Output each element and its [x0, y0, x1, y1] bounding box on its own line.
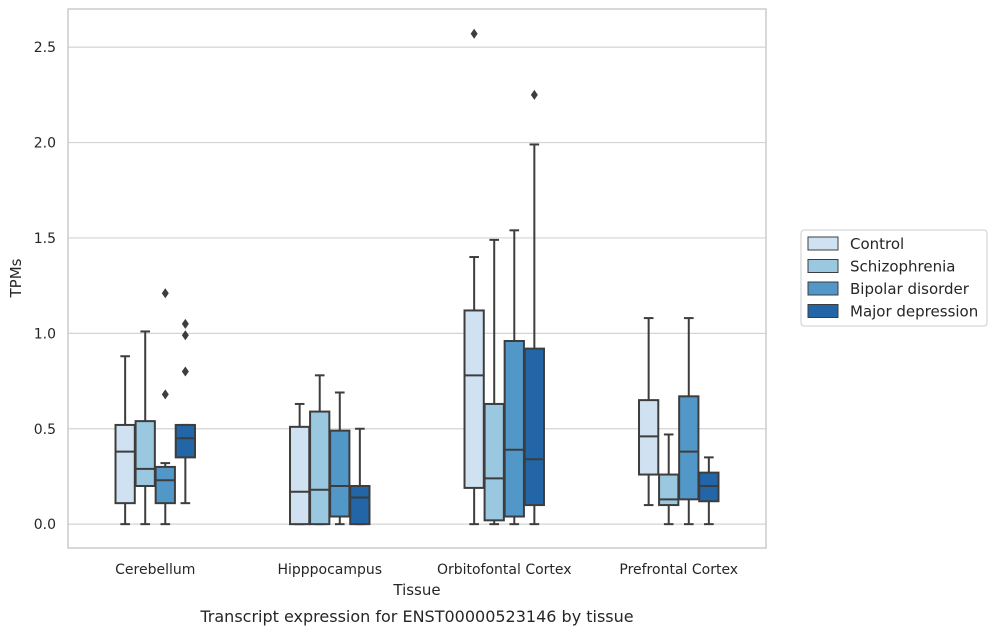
box-iqr [329, 429, 351, 518]
box-schizophrenia [309, 374, 331, 526]
y-tick-label: 2.5 [34, 40, 56, 56]
box-iqr [523, 347, 545, 507]
box-major-depression [523, 89, 545, 526]
box-plot-marks [114, 28, 720, 526]
x-axis-title: Tissue [392, 581, 440, 599]
x-tick-label: Prefrontal Cortex [619, 562, 738, 578]
legend-label: Bipolar disorder [850, 280, 970, 298]
grid-lines [68, 46, 766, 525]
y-axis-title: TPMs [7, 258, 25, 298]
legend-swatch [807, 236, 839, 251]
box-iqr [349, 484, 371, 526]
box-control [114, 355, 136, 526]
plot-frame [67, 8, 767, 549]
box-iqr [289, 425, 311, 526]
box-iqr [154, 465, 176, 505]
legend: Control Schizophrenia Bipolar disorder Majo… [800, 229, 988, 327]
box-iqr [309, 410, 331, 526]
box-major-depression [349, 427, 371, 526]
box-bipolar-disorder [678, 317, 700, 526]
box-schizophrenia [483, 238, 505, 526]
box-schizophrenia [134, 330, 156, 526]
box-bipolar-disorder [329, 391, 351, 526]
legend-label: Major depression [850, 303, 978, 321]
box-iqr [114, 423, 136, 505]
outlier-point [530, 89, 538, 100]
box-iqr [483, 402, 505, 522]
outlier-point [181, 330, 189, 341]
y-tick-label: 0.5 [34, 422, 56, 438]
box-iqr [503, 339, 525, 518]
outlier-point [161, 389, 169, 400]
box-iqr [678, 395, 700, 501]
y-tick-label: 0.0 [34, 517, 56, 533]
x-tick-label: Orbitofontal Cortex [437, 562, 572, 578]
y-tick-label: 2.0 [34, 136, 56, 152]
legend-swatch [807, 304, 839, 318]
box-bipolar-disorder [503, 229, 525, 526]
box-bipolar-disorder [154, 288, 176, 526]
y-tick-label: 1.5 [34, 231, 56, 247]
legend-label: Schizophrenia [850, 258, 955, 276]
x-tick-label: Cerebellum [115, 562, 195, 578]
box-iqr [658, 473, 680, 507]
x-axis-ticks: Cerebellum Hipppocampus Orbitofontal Corte… [115, 562, 738, 578]
box-schizophrenia [658, 433, 680, 526]
box-control [638, 317, 660, 507]
outlier-point [161, 288, 169, 299]
box-iqr [134, 420, 156, 487]
legend-swatch [807, 281, 839, 296]
outlier-point [181, 366, 189, 377]
legend-frame [800, 229, 988, 327]
box-control [289, 402, 311, 526]
chart-caption: Transcript expression for ENST0000052314… [199, 607, 633, 626]
outlier-point [181, 318, 189, 329]
y-axis-ticks: 0.0 0.5 1.0 1.5 2.0 2.5 [34, 40, 56, 533]
legend-label: Control [850, 235, 904, 253]
outlier-point [470, 28, 478, 39]
box-major-depression [698, 456, 720, 526]
box-iqr [463, 309, 485, 489]
box-major-depression [174, 318, 196, 505]
legend-swatch [807, 259, 839, 273]
x-tick-label: Hipppocampus [277, 562, 382, 578]
y-tick-label: 1.0 [34, 326, 56, 342]
box-control [463, 28, 485, 526]
box-iqr [174, 423, 196, 459]
